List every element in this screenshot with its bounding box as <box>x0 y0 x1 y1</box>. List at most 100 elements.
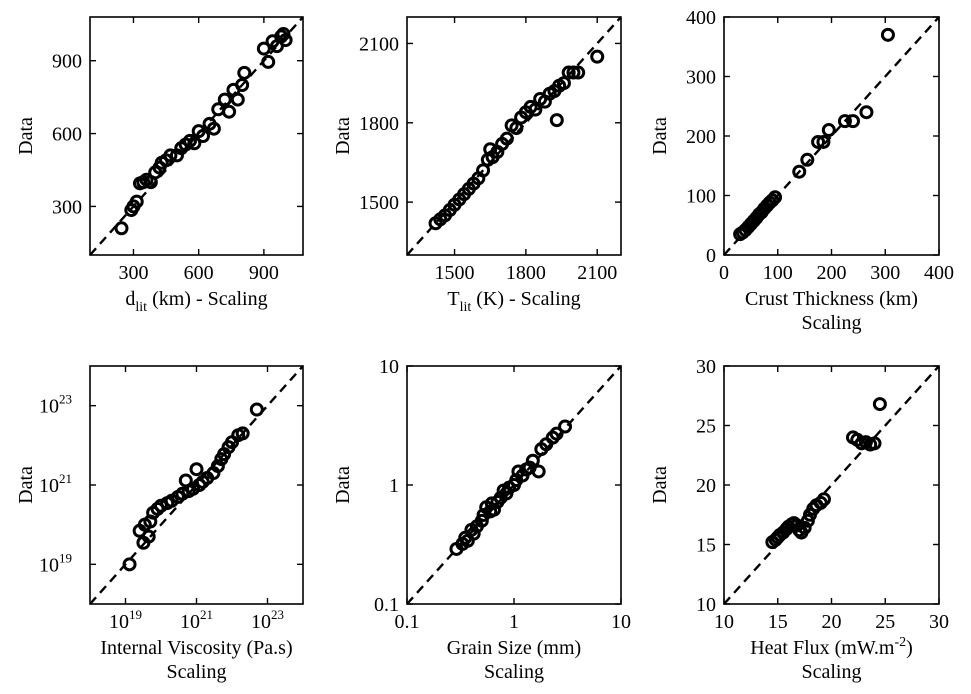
data-point <box>261 54 276 69</box>
data-point <box>821 123 836 138</box>
data-point <box>217 92 232 107</box>
data-point <box>549 426 564 441</box>
chart-panel-tlit: 1500 1800 2100 1500 1800 2100 Data Tlit (K) - S… <box>332 16 622 315</box>
chart-panel-dlit: 300 600 900 300 600 900 Data dlit (km) - Scalin… <box>15 16 304 315</box>
data-point <box>206 121 221 136</box>
x-axis-label-rest: (km) - Scaling <box>147 288 268 310</box>
chart-panel-crust: 0 100 200 300 400 0 100 200 300 400 Data Crust Thic… <box>649 7 954 334</box>
x-axis-label-subscript: lit <box>135 300 147 315</box>
x-tick-label: 15 <box>768 611 788 633</box>
y-tick-label: 0 <box>706 245 716 267</box>
x-tick-label: 1800 <box>506 262 546 284</box>
y-axis-label: Data <box>15 466 37 504</box>
x-tick-label: 1500 <box>435 262 475 284</box>
tick-exponent: 21 <box>59 471 72 486</box>
data-point <box>499 131 514 146</box>
y-tick-label: 600 <box>52 124 82 146</box>
x-axis-label-line2: Scaling <box>167 661 227 683</box>
y-tick-label: 30 <box>696 356 716 378</box>
data-point <box>122 557 137 572</box>
tick-exponent: 19 <box>59 550 72 565</box>
y-tick-label: 15 <box>696 535 716 557</box>
data-point <box>880 27 895 42</box>
tick-exponent: 21 <box>200 607 213 622</box>
chart-panel-grain: 0.1 1 10 0.1 1 10 Data Grain Size (mm)Scaling <box>332 356 631 683</box>
data-point <box>114 221 129 236</box>
data-point <box>483 142 498 157</box>
data-point <box>846 114 860 129</box>
data-point <box>816 492 831 507</box>
data-points <box>733 27 895 242</box>
y-tick-label: 10 <box>696 594 716 616</box>
data-point <box>768 190 783 205</box>
x-tick-label: 0 <box>719 262 729 284</box>
y-tick-label: 10 <box>379 356 399 378</box>
data-point <box>837 114 852 129</box>
data-points <box>449 419 573 556</box>
data-point <box>187 136 202 151</box>
data-point <box>237 65 252 80</box>
data-point <box>278 33 293 48</box>
x-tick-label: 200 <box>817 262 847 284</box>
data-points <box>114 27 293 236</box>
x-axis-label-line2: Scaling <box>484 661 544 683</box>
y-tick-label: 0.1 <box>374 594 399 616</box>
x-tick-label: 10 <box>611 611 631 633</box>
data-point <box>192 478 207 492</box>
tick-base: 10 <box>39 554 59 576</box>
x-tick-label: 100 <box>763 262 793 284</box>
x-axis-label-main: Crust Thickness (km) <box>745 288 918 310</box>
data-point <box>466 526 481 541</box>
tick-exponent: 19 <box>129 607 142 622</box>
x-axis-label: Internal Viscosity (Pa.s) <box>100 637 292 659</box>
data-point <box>566 65 581 80</box>
x-axis-label-main: Grain Size (mm) <box>447 637 581 659</box>
tick-base: 10 <box>251 611 271 633</box>
tick-base: 10 <box>39 475 59 497</box>
y-tick-label: 100 <box>686 186 716 208</box>
x-tick-label: 300 <box>870 262 900 284</box>
y-axis-label: Data <box>332 466 354 504</box>
data-point <box>867 436 882 451</box>
x-axis-label: Heat Flux (mW.m-2) <box>750 635 913 659</box>
data-point <box>811 134 826 149</box>
x-tick-label: 30 <box>929 611 949 633</box>
x-tick-label: 1021 <box>180 607 213 633</box>
data-point <box>765 193 780 208</box>
x-axis-label-subscript: lit <box>460 300 472 315</box>
x-tick-label: 300 <box>118 262 148 284</box>
x-tick-label: 900 <box>249 262 279 284</box>
data-point <box>249 402 264 417</box>
x-tick-label: 400 <box>924 262 954 284</box>
x-tick-label: 2100 <box>577 262 617 284</box>
x-tick-label: 25 <box>875 611 895 633</box>
x-axis-label-rest: ) <box>906 637 913 659</box>
tick-base: 10 <box>180 611 200 633</box>
x-axis-label: Grain Size (mm) <box>447 637 581 659</box>
data-point <box>872 397 887 412</box>
x-tick-label: 10 <box>714 611 734 633</box>
y-axis-label: Data <box>15 117 37 155</box>
y-tick-label: 1021 <box>39 471 72 497</box>
y-tick-label: 20 <box>696 475 716 497</box>
data-point <box>531 464 546 479</box>
reference-line <box>407 366 621 604</box>
x-axis-label-superscript: -2 <box>894 635 906 650</box>
x-axis-label-main: d <box>125 288 135 310</box>
x-tick-label: 0.1 <box>395 611 420 633</box>
data-point <box>525 453 540 468</box>
data-point <box>210 459 225 474</box>
y-tick-label: 900 <box>52 51 82 73</box>
x-axis-label-line2: Scaling <box>802 312 862 334</box>
x-tick-label: 600 <box>184 262 214 284</box>
data-point <box>816 134 831 149</box>
data-point <box>792 164 807 179</box>
x-axis-label: Tlit (K) - Scaling <box>447 288 580 315</box>
x-axis-label-rest: (K) - Scaling <box>471 288 580 310</box>
plot-frame <box>406 16 622 256</box>
data-point <box>163 148 178 163</box>
y-tick-label: 1 <box>389 475 399 497</box>
data-point <box>196 129 211 143</box>
